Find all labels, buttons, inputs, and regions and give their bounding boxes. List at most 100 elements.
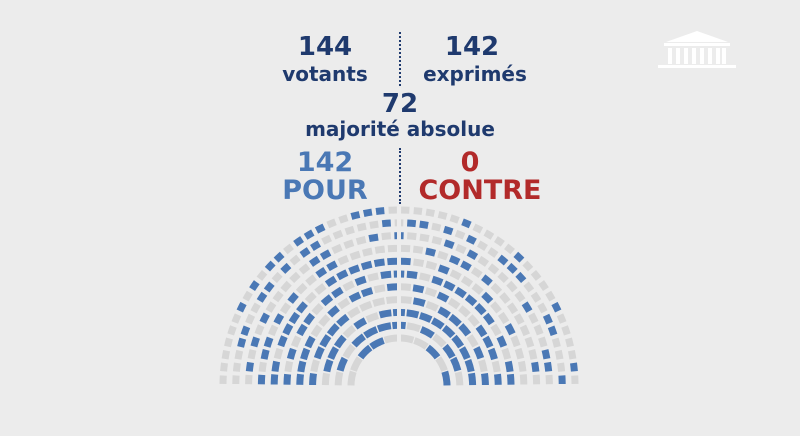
seat-empty bbox=[356, 222, 367, 232]
seat-pour bbox=[464, 358, 475, 373]
center-aisle bbox=[397, 204, 401, 386]
seat-pour bbox=[336, 313, 350, 327]
seat-empty bbox=[283, 243, 294, 255]
seat-empty bbox=[519, 374, 528, 385]
seat-empty bbox=[447, 297, 461, 310]
seat-empty bbox=[304, 291, 317, 304]
seat-pour bbox=[333, 334, 347, 349]
seat-empty bbox=[342, 343, 356, 359]
seat-empty bbox=[506, 302, 519, 315]
seat-empty bbox=[220, 362, 228, 372]
seat-pour bbox=[466, 249, 479, 261]
seat-empty bbox=[454, 229, 466, 240]
seat-pour bbox=[270, 374, 279, 385]
seat-empty bbox=[538, 336, 548, 348]
seat-pour bbox=[237, 337, 247, 348]
seat-empty bbox=[514, 347, 525, 360]
seat-pour bbox=[425, 247, 436, 257]
pour-count: 142 bbox=[296, 147, 354, 178]
seat-empty bbox=[497, 311, 510, 325]
seat-pour bbox=[443, 280, 456, 292]
seat-pour bbox=[473, 346, 485, 360]
seat-pour bbox=[259, 312, 270, 324]
seat-pour bbox=[504, 323, 516, 336]
seat-empty bbox=[490, 323, 502, 337]
seat-pour bbox=[357, 344, 373, 360]
seat-empty bbox=[530, 270, 542, 281]
seat-empty bbox=[342, 325, 357, 339]
seat-pour bbox=[513, 251, 525, 263]
seat-pour bbox=[308, 255, 321, 267]
seat-empty bbox=[513, 313, 525, 325]
seat-pour bbox=[419, 326, 435, 339]
seat-empty bbox=[280, 280, 292, 293]
seat-pour bbox=[521, 301, 533, 313]
seat-pour bbox=[236, 301, 247, 313]
seat-pour bbox=[436, 291, 450, 303]
seat-pour bbox=[481, 274, 493, 286]
seat-pour bbox=[497, 254, 509, 266]
seat-empty bbox=[466, 334, 479, 348]
seat-empty bbox=[344, 225, 355, 236]
seat-pour bbox=[336, 269, 349, 281]
seat-empty bbox=[537, 302, 548, 314]
seat-empty bbox=[265, 301, 277, 313]
seat-empty bbox=[347, 370, 357, 386]
seat-empty bbox=[310, 359, 320, 373]
seat-empty bbox=[523, 281, 535, 293]
seat-empty bbox=[343, 239, 355, 250]
seat-empty bbox=[432, 333, 447, 348]
seat-pour bbox=[461, 218, 472, 229]
seat-empty bbox=[524, 336, 535, 348]
seat-pour bbox=[303, 312, 316, 326]
seat-pour bbox=[496, 335, 508, 348]
majorite-count: 72 bbox=[381, 89, 419, 119]
seat-pour bbox=[331, 286, 344, 299]
contre-count: 0 bbox=[460, 147, 480, 178]
seat-pour bbox=[264, 260, 276, 272]
seat-pour bbox=[406, 219, 417, 228]
seat-pour bbox=[362, 208, 373, 218]
seat-pour bbox=[273, 313, 285, 325]
seat-pour bbox=[280, 262, 292, 274]
seat-pour bbox=[380, 270, 392, 279]
seat-empty bbox=[318, 314, 331, 327]
seat-pour bbox=[348, 291, 362, 303]
seat-empty bbox=[383, 334, 399, 344]
seat-pour bbox=[437, 264, 450, 275]
seat-pour bbox=[430, 317, 445, 330]
seat-empty bbox=[449, 214, 460, 224]
seat-empty bbox=[419, 272, 431, 282]
seat-pour bbox=[376, 322, 392, 333]
seat-empty bbox=[399, 334, 415, 344]
seat-pour bbox=[442, 343, 456, 359]
seat-empty bbox=[268, 324, 279, 337]
seat-empty bbox=[499, 292, 511, 304]
seat-pour bbox=[506, 373, 515, 385]
seat-pour bbox=[531, 361, 540, 373]
seat-pour bbox=[351, 333, 366, 348]
seat-empty bbox=[284, 360, 294, 373]
seat-pour bbox=[283, 373, 292, 385]
seat-pour bbox=[504, 360, 514, 373]
seat-empty bbox=[490, 301, 502, 314]
seat-pour bbox=[448, 255, 461, 266]
seat-pour bbox=[466, 234, 477, 245]
seat-empty bbox=[385, 296, 399, 304]
seat-empty bbox=[289, 271, 301, 284]
seat-empty bbox=[517, 360, 527, 372]
seat-empty bbox=[437, 211, 448, 220]
exprimes-count: 142 bbox=[444, 32, 500, 62]
seat-empty bbox=[258, 361, 267, 373]
seat-empty bbox=[519, 324, 530, 337]
seat-empty bbox=[355, 235, 367, 246]
seat-pour bbox=[277, 335, 288, 348]
seat-empty bbox=[431, 235, 443, 246]
seat-empty bbox=[412, 245, 424, 254]
seat-empty bbox=[470, 266, 483, 279]
seat-pour bbox=[323, 358, 334, 373]
seat-empty bbox=[425, 300, 439, 312]
seat-empty bbox=[545, 290, 556, 302]
seat-pour bbox=[296, 301, 308, 314]
seat-pour bbox=[324, 275, 338, 288]
